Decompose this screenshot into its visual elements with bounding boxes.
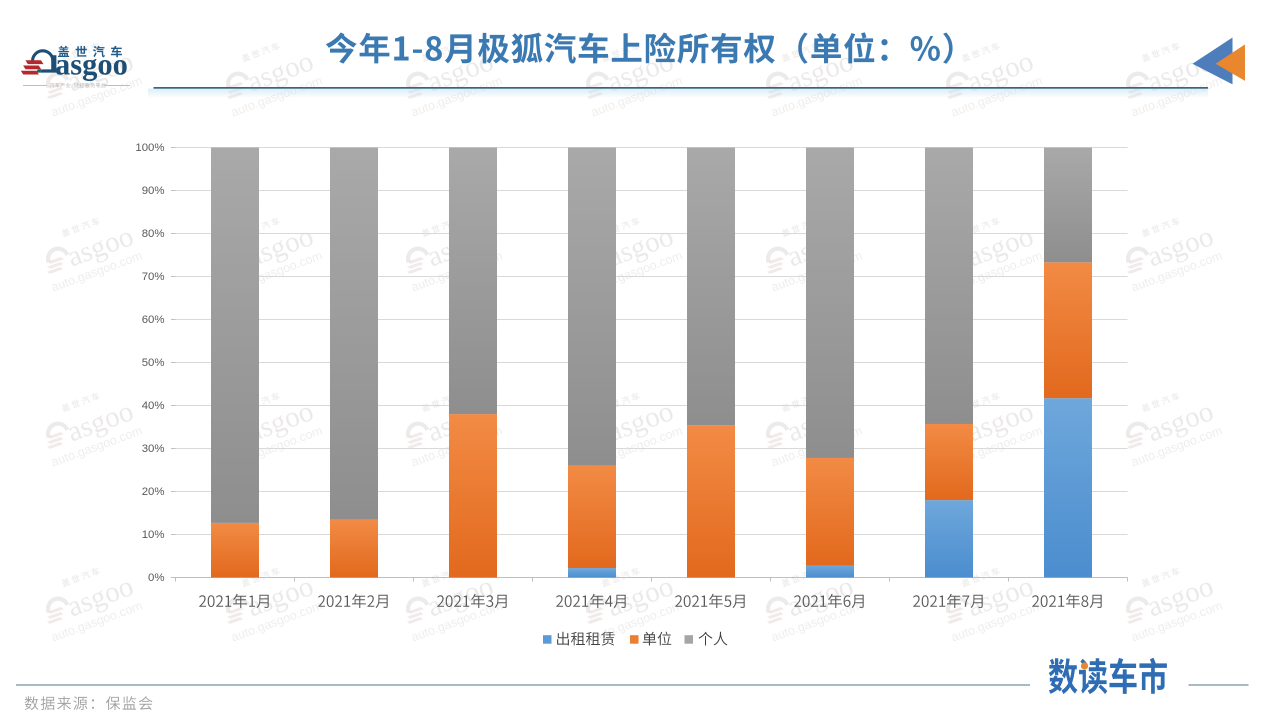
svg-text:40%: 40% bbox=[142, 400, 165, 412]
svg-text:90%: 90% bbox=[142, 185, 165, 197]
svg-text:100%: 100% bbox=[135, 142, 164, 154]
svg-text:70%: 70% bbox=[142, 271, 165, 283]
svg-text:60%: 60% bbox=[142, 314, 165, 326]
svg-text:0%: 0% bbox=[148, 572, 164, 584]
svg-text:50%: 50% bbox=[142, 357, 165, 369]
svg-text:20%: 20% bbox=[142, 486, 165, 498]
svg-text:30%: 30% bbox=[142, 443, 165, 455]
svg-text:10%: 10% bbox=[142, 529, 165, 541]
svg-text:80%: 80% bbox=[142, 228, 165, 240]
